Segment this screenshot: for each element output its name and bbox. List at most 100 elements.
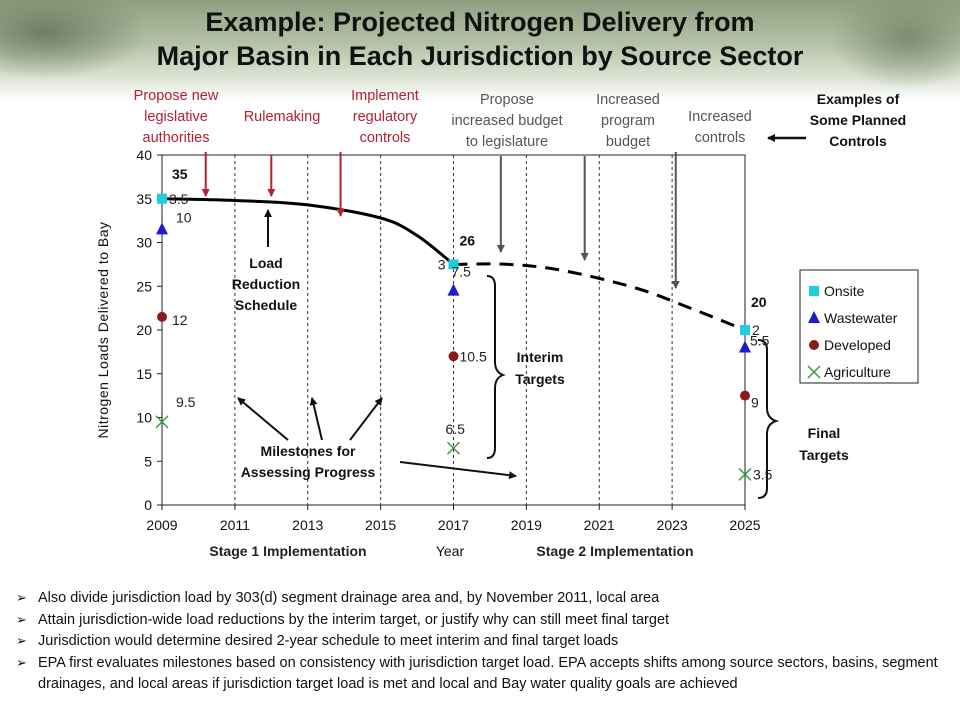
legend-wastewater-label: Wastewater bbox=[824, 310, 898, 326]
control-label-line: Propose new bbox=[134, 88, 219, 104]
milestone-arrow bbox=[349, 397, 383, 441]
final-brace bbox=[757, 339, 780, 499]
control-label: Rulemaking bbox=[244, 109, 321, 125]
control-label-line: controls bbox=[695, 130, 746, 146]
milestones-label: Milestones for Assessing Progress bbox=[241, 443, 376, 480]
interim-targets-label-line: Targets bbox=[515, 371, 565, 387]
y-axis-label: Nitrogen Loads Delivered to Bay bbox=[95, 221, 111, 438]
note-item: EPA first evaluates milestones based on … bbox=[16, 653, 951, 696]
onsite-value-label: 3 bbox=[438, 256, 446, 272]
stage-2-label: Stage 2 Implementation bbox=[536, 543, 693, 559]
legend-onsite-label: Onsite bbox=[824, 283, 865, 299]
y-tick-label: 40 bbox=[136, 147, 152, 163]
y-tick-label: 35 bbox=[136, 191, 152, 207]
legend-box bbox=[799, 269, 919, 384]
control-label-line: budget bbox=[606, 134, 650, 150]
total-load-label: 20 bbox=[751, 294, 767, 310]
developed-value-label: 9 bbox=[751, 395, 759, 411]
control-label-line: Implement bbox=[351, 88, 419, 104]
wastewater-marker bbox=[156, 222, 168, 235]
final-targets-label: Final Targets bbox=[799, 425, 849, 463]
x-tick-label: 2015 bbox=[365, 517, 396, 533]
page-title-line-2: Major Basin in Each Jurisdiction by Sour… bbox=[156, 41, 804, 71]
agriculture-value-label: 3.5 bbox=[753, 466, 773, 482]
legend-agriculture-icon bbox=[807, 365, 821, 379]
control-label: Implement regulatory controls bbox=[351, 88, 419, 146]
note-item: Attain jurisdiction-wide load reductions… bbox=[16, 610, 951, 632]
legend-agriculture-label: Agriculture bbox=[824, 364, 891, 380]
interim-brace bbox=[486, 275, 506, 459]
legend-developed-label: Developed bbox=[824, 337, 891, 353]
developed-marker bbox=[740, 390, 750, 401]
wastewater-value-label: 7.5 bbox=[452, 264, 472, 280]
examples-label-line: Some Planned bbox=[810, 112, 906, 128]
agriculture-marker bbox=[446, 441, 461, 455]
note-item: Jurisdiction would determine desired 2-y… bbox=[16, 631, 951, 653]
control-label-line: Rulemaking bbox=[244, 109, 321, 125]
legend-developed-icon bbox=[809, 340, 819, 350]
x-tick-label: 2009 bbox=[146, 517, 177, 533]
x-tick-label: 2021 bbox=[584, 517, 615, 533]
control-label-line: legislative bbox=[144, 109, 208, 125]
control-label-line: Increased bbox=[596, 92, 660, 108]
load-reduction-label-line: Load bbox=[249, 255, 282, 271]
y-tick-label: 5 bbox=[144, 453, 152, 469]
x-tick-label: 2011 bbox=[220, 517, 250, 533]
control-label-line: increased budget bbox=[451, 113, 562, 129]
x-tick-label: 2023 bbox=[657, 517, 688, 533]
load-reduction-projection bbox=[453, 262, 746, 332]
milestones-label-line: Assessing Progress bbox=[241, 464, 376, 480]
onsite-marker bbox=[157, 193, 167, 204]
wastewater-marker bbox=[739, 340, 751, 353]
onsite-marker bbox=[740, 325, 750, 335]
total-load-label: 35 bbox=[172, 166, 188, 182]
y-tick-label: 25 bbox=[136, 278, 152, 294]
control-label: Increased program budget bbox=[596, 92, 660, 150]
banner-texture bbox=[0, 0, 150, 80]
wastewater-value-label: 10 bbox=[176, 209, 192, 225]
wastewater-value-label: 5.5 bbox=[750, 333, 770, 349]
chart-annotations: Load Reduction Schedule Milestones for Asses… bbox=[232, 209, 849, 499]
planned-controls: Propose new legislative authorities Rulemak… bbox=[134, 88, 906, 289]
nitrogen-delivery-chart: 2009 2011 2013 2015 2017 2019 2021 2023 20250510… bbox=[95, 88, 919, 559]
agriculture-marker bbox=[738, 467, 752, 481]
agriculture-marker-stroke bbox=[446, 441, 461, 455]
control-label: Increased controls bbox=[688, 109, 752, 146]
y-tick-label: 10 bbox=[136, 410, 152, 426]
x-tick-label: 2017 bbox=[438, 517, 469, 533]
final-targets-label-line: Final bbox=[808, 425, 841, 441]
x-axis-label: Year bbox=[436, 543, 465, 559]
banner-texture bbox=[830, 0, 960, 90]
onsite-value-label: 3.5 bbox=[169, 191, 189, 207]
control-label: Propose increased budget to legislature bbox=[451, 92, 562, 150]
onsite-marker bbox=[448, 259, 459, 270]
total-load-label: 26 bbox=[460, 232, 476, 248]
y-tick-label: 0 bbox=[144, 497, 152, 513]
control-label-line: to legislature bbox=[466, 134, 548, 150]
examples-label-line: Controls bbox=[829, 133, 887, 149]
legend-onsite-icon bbox=[809, 286, 819, 296]
control-label-line: regulatory bbox=[353, 109, 418, 125]
x-tick-label: 2019 bbox=[511, 517, 542, 533]
load-reduction-label-line: Reduction bbox=[232, 276, 300, 292]
control-label: Propose new legislative authorities bbox=[134, 88, 219, 146]
chart-axes: 2009 2011 2013 2015 2017 2019 2021 2023 20250510… bbox=[95, 147, 761, 559]
examples-label-line: Examples of bbox=[817, 91, 900, 107]
x-tick-label: 2025 bbox=[729, 517, 760, 533]
control-label-line: controls bbox=[360, 130, 411, 146]
agriculture-value-label: 9.5 bbox=[176, 394, 196, 410]
developed-marker bbox=[448, 351, 459, 362]
agriculture-value-label: 6.5 bbox=[446, 421, 466, 437]
load-reduction-label-line: Schedule bbox=[235, 297, 297, 313]
developed-value-label: 12 bbox=[172, 312, 188, 328]
final-targets-label-line: Targets bbox=[799, 447, 849, 463]
agriculture-marker-stroke bbox=[738, 467, 752, 481]
developed-value-label: 10.5 bbox=[460, 348, 487, 364]
control-label-line: authorities bbox=[143, 130, 210, 146]
interim-targets-label-line: Interim bbox=[517, 349, 564, 365]
milestone-arrow bbox=[399, 461, 517, 480]
load-reduction-label: Load Reduction Schedule bbox=[232, 255, 300, 313]
interim-targets-label: Interim Targets bbox=[515, 349, 565, 387]
control-label-line: program bbox=[601, 113, 655, 129]
note-item: Also divide jurisdiction load by 303(d) … bbox=[16, 588, 951, 610]
